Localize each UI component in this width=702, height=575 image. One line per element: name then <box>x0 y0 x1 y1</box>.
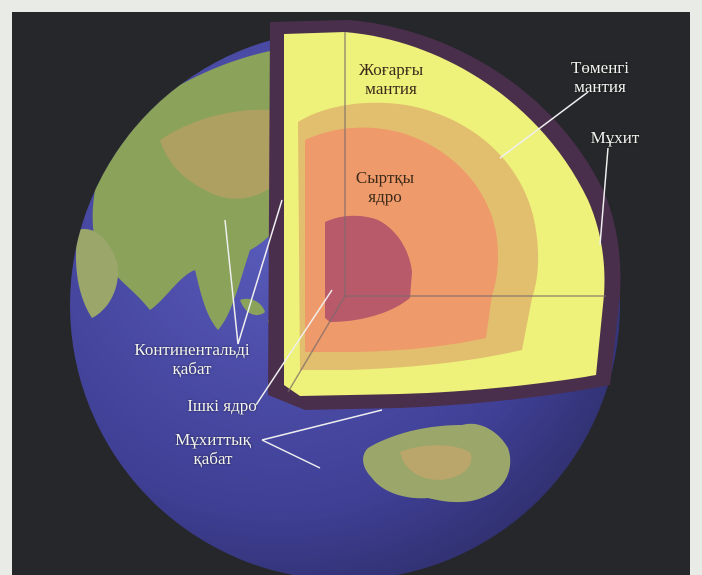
label-lower-mantle-line2: мантия <box>574 77 626 96</box>
label-inner-core-line1: Ішкі ядро <box>187 396 257 415</box>
label-continental-crust-line2: қабат <box>172 359 212 378</box>
leader-lower-mantle <box>499 91 589 159</box>
section-edge-diagonal <box>287 295 346 393</box>
landmass-asia-highlands <box>160 109 280 199</box>
label-lower-mantle: Төменгі мантия <box>550 58 650 96</box>
label-ocean-line1: Мұхит <box>590 128 640 147</box>
label-upper-mantle: Жоғарғы мантия <box>336 60 446 98</box>
label-outer-core: Сыртқы ядро <box>335 168 435 206</box>
label-outer-core-line1: Сыртқы <box>355 168 415 187</box>
label-oceanic-crust-line1: Мұхиттық <box>175 430 251 449</box>
label-outer-core-line2: ядро <box>368 187 402 206</box>
leader-oceanic-crust-a <box>261 409 383 441</box>
label-continental-crust-line1: Континентальді <box>134 340 250 359</box>
leader-inner-core <box>255 289 333 406</box>
leader-oceanic-crust-b <box>261 439 321 469</box>
label-ocean: Мұхит <box>575 128 655 147</box>
landmass-arabia <box>75 229 119 318</box>
leader-continental-crust-b <box>237 199 283 345</box>
label-upper-mantle-line1: Жоғарғы <box>358 60 424 79</box>
label-oceanic-crust: Мұхиттық қабат <box>158 430 268 468</box>
label-oceanic-crust-line2: қабат <box>193 449 233 468</box>
label-continental-crust: Континентальді қабат <box>112 340 272 378</box>
label-lower-mantle-line1: Төменгі <box>571 58 629 77</box>
label-upper-mantle-line2: мантия <box>365 79 417 98</box>
landmass-australia-desert <box>400 445 472 480</box>
label-inner-core: Ішкі ядро <box>172 396 272 415</box>
leader-ocean <box>599 147 609 246</box>
leader-continental-crust-a <box>224 219 239 345</box>
